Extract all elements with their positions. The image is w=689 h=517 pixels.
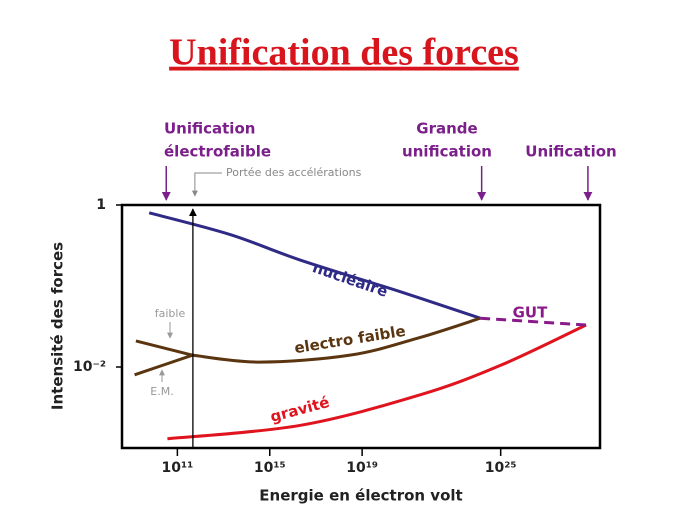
annotation-text: unification — [402, 143, 492, 161]
x-tick-label: 10²⁵ — [485, 460, 517, 476]
series-line — [192, 316, 481, 364]
annotation-arrow — [191, 172, 222, 197]
x-tick-label: 10¹⁵ — [254, 460, 286, 476]
chart-title: Unification des forces — [169, 32, 519, 74]
series-line — [135, 339, 193, 357]
annotation-text: électrofaible — [164, 143, 271, 161]
series-line — [167, 323, 587, 441]
series-label: electro faible — [293, 322, 407, 357]
series-label: E.M. — [150, 385, 173, 398]
x-axis-label: Energie en électron volt — [259, 487, 462, 505]
x-tick-label: 10¹¹ — [162, 460, 194, 476]
series-label: nucléaire — [310, 258, 390, 301]
annotation-text: Grande — [416, 120, 477, 138]
series-line — [148, 211, 481, 320]
series-label: GUT — [513, 304, 548, 322]
annotation-text: Unification — [164, 120, 255, 138]
plot-frame — [120, 203, 602, 450]
series-label: faible — [155, 307, 186, 320]
series-line — [480, 316, 587, 327]
y-tick-label: 10⁻² — [73, 359, 106, 375]
annotation-text: Unification — [525, 143, 616, 161]
y-axis-label: Intensité des forces — [49, 242, 67, 410]
series-line — [134, 353, 193, 377]
x-tick-label: 10¹⁹ — [346, 460, 378, 476]
annotation-text: Portée des accélérations — [226, 166, 362, 179]
y-tick-label: 1 — [96, 197, 106, 213]
